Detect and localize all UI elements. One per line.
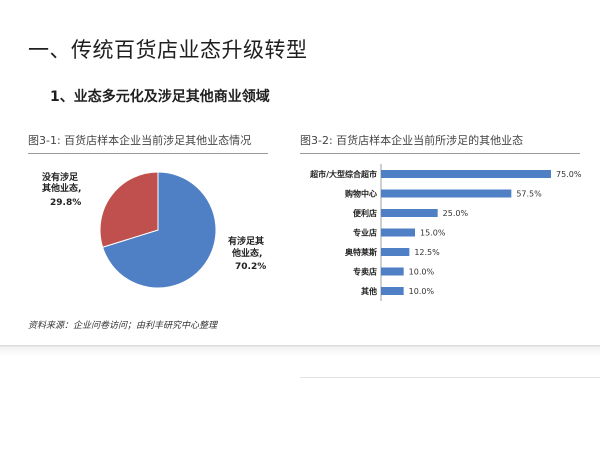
pie-slice-not-involved	[99, 171, 159, 248]
bar-category-label: 专业店	[353, 228, 377, 238]
bar-caption-divider	[300, 153, 580, 154]
bar-category-label: 其他	[361, 286, 377, 296]
bar-value-label: 10.0%	[409, 287, 435, 296]
pie-label-involved-line2: 他业态,	[231, 247, 262, 259]
page-title: 一、传统百货店业态升级转型	[28, 38, 308, 62]
bar-value-label: 10.0%	[409, 268, 435, 277]
pie-chart-caption: 图3-1: 百货店样本企业当前涉足其他业态情况	[28, 134, 252, 147]
bar-category-label: 专卖店	[353, 267, 377, 277]
bar-value-label: 12.5%	[414, 248, 440, 257]
bottom-divider	[0, 345, 600, 378]
pie-value-involved: 70.2%	[235, 262, 266, 272]
pie-slice-involved	[101, 171, 217, 289]
bar	[381, 170, 551, 178]
bar	[381, 209, 438, 217]
pie-label-not-involved-line2: 其他业态,	[42, 182, 81, 194]
pie-chart: 没有涉足 其他业态, 29.8% 有涉足其 他业态, 70.2%	[42, 171, 266, 289]
bar-category-label: 奥特莱斯	[344, 247, 377, 257]
bar	[381, 287, 404, 295]
bar-chart-caption: 图3-2: 百货店样本企业当前所涉足的其他业态	[300, 134, 524, 147]
bar-category-label: 超市/大型综合超市	[309, 169, 377, 179]
bar	[381, 189, 512, 198]
pie-label-involved-line1: 有涉足其	[228, 235, 264, 247]
pie-value-not-involved: 29.8%	[50, 198, 81, 208]
bar	[381, 248, 410, 256]
pie-caption-divider	[28, 153, 268, 154]
bar-category-label: 便利店	[353, 208, 377, 218]
bar-value-label: 25.0%	[443, 209, 469, 218]
pie-label-not-involved-line1: 没有涉足	[42, 171, 79, 183]
bar-chart: 超市/大型综合超市 75.0% 购物中心 57.5% 便利店 25.0% 专业店 15.0% 奥…	[309, 164, 582, 301]
section-subtitle: 1、业态多元化及涉足其他商业领域	[50, 89, 270, 105]
bar-category-label: 购物中心	[345, 189, 377, 199]
bar	[381, 267, 404, 276]
bar	[381, 228, 415, 237]
bar-value-label: 75.0%	[556, 170, 582, 179]
source-note: 资料来源：企业问卷访问；由利丰研究中心整理	[28, 321, 218, 331]
bar-value-label: 15.0%	[420, 229, 446, 238]
bar-value-label: 57.5%	[516, 190, 542, 199]
